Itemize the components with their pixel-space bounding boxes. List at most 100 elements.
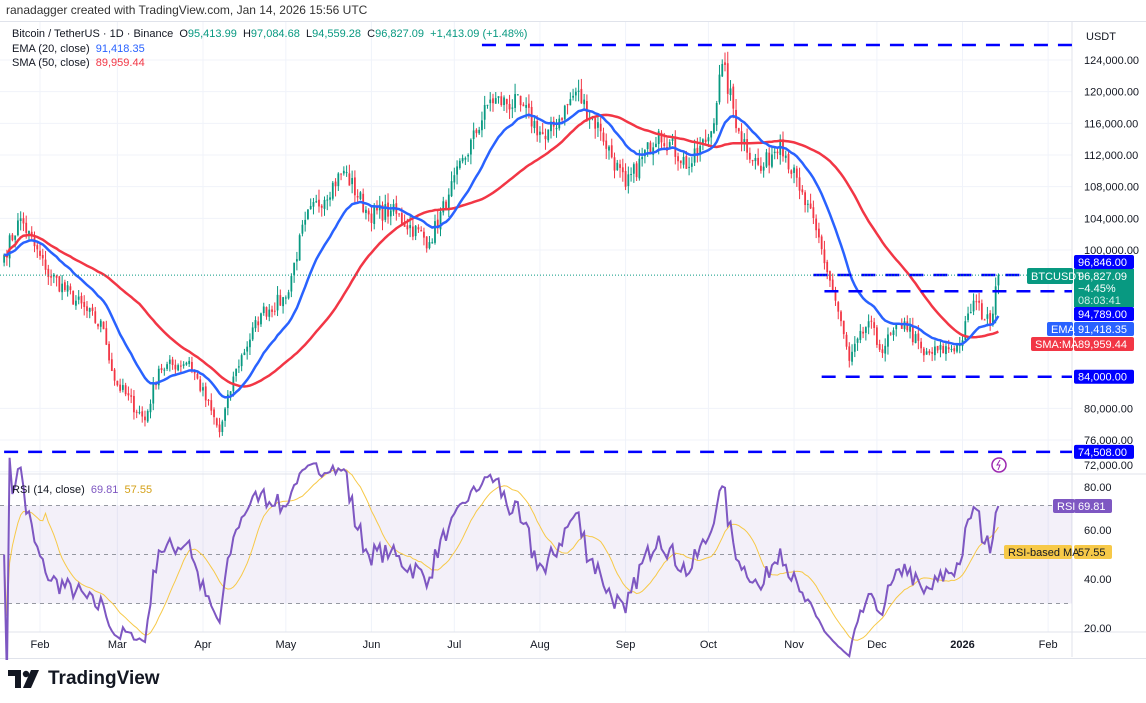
candle-body	[834, 291, 837, 301]
level-84000-label-bg	[1074, 369, 1134, 384]
candle-body	[124, 385, 127, 395]
candle-body	[655, 143, 657, 147]
candle-body	[99, 320, 102, 327]
x-tick-label: Nov	[784, 639, 804, 651]
candle-body	[88, 308, 91, 312]
candle-body	[975, 301, 978, 303]
chart-canvas[interactable]: Feb Mar Apr May Jun Jul Aug Sep Oct Nov Dec 2026 Feb…	[0, 0, 1146, 660]
tradingview-logo-icon	[8, 670, 39, 688]
ema-price-label: 91,418.35	[1078, 324, 1127, 336]
candle-body	[818, 228, 820, 238]
candle-body	[348, 173, 351, 186]
candle-body	[804, 192, 806, 206]
candle-body	[594, 118, 597, 129]
candle-body	[881, 349, 884, 354]
candle-body	[207, 399, 210, 401]
candle-body	[450, 181, 453, 197]
symbol-title[interactable]: Bitcoin / TetherUS · 1D · Binance	[12, 28, 174, 40]
candle-body	[574, 91, 577, 96]
candle-body	[707, 137, 710, 142]
candle-body	[613, 157, 616, 171]
candle-body	[185, 362, 188, 365]
candle-body	[39, 250, 41, 256]
candle-body	[312, 202, 315, 207]
candle-body	[978, 300, 981, 303]
candle-body	[674, 137, 677, 157]
candle-body	[304, 219, 307, 225]
candle-body	[710, 131, 713, 138]
candle-body	[400, 213, 403, 224]
candle-body	[249, 339, 251, 348]
candle-body	[464, 158, 467, 160]
candle-body	[353, 177, 356, 196]
candle-body	[315, 201, 318, 203]
candle-body	[892, 330, 895, 335]
candle-body	[41, 254, 44, 259]
candle-body	[887, 334, 889, 347]
rsi-line	[3, 457, 1000, 660]
candle-body	[715, 103, 718, 125]
candle-body	[610, 145, 613, 158]
candle-body	[323, 199, 326, 209]
candle-body	[619, 164, 621, 168]
rsi-legend[interactable]: RSI (14, close) 69.81 57.55	[12, 484, 152, 496]
candle-body	[704, 139, 707, 143]
candle-body	[202, 387, 204, 391]
candle-body	[989, 313, 992, 326]
candle-body	[823, 249, 826, 264]
x-tick-label: Mar	[108, 639, 127, 651]
candle-body	[271, 309, 273, 312]
candle-body	[497, 96, 500, 98]
open-label: O	[179, 28, 188, 40]
candle-body	[550, 121, 552, 132]
candle-body	[997, 275, 1000, 286]
ticker-tag: BTCUSDT	[1031, 271, 1083, 283]
sma-legend[interactable]: SMA (50, close) 89,959.44	[12, 56, 527, 71]
tradingview-logo[interactable]: TradingView	[8, 668, 160, 690]
rsi-tick-label: 40.00	[1084, 574, 1112, 586]
candle-body	[453, 175, 456, 183]
candle-body	[994, 286, 997, 315]
rsi-ma-line	[3, 469, 999, 641]
candle-body	[425, 236, 428, 249]
candle-body	[436, 219, 439, 229]
candle-body	[743, 139, 746, 143]
candle-body	[22, 218, 25, 224]
candle-body	[52, 274, 55, 277]
candle-body	[434, 221, 436, 243]
candle-body	[359, 192, 362, 200]
candle-body	[737, 128, 740, 132]
candle-body	[771, 154, 773, 167]
close-label: C	[367, 28, 376, 40]
candle-body	[458, 160, 461, 168]
ema-legend[interactable]: EMA (20, close) 91,418.35	[12, 42, 527, 57]
candle-body	[116, 380, 119, 386]
candle-body	[307, 209, 309, 219]
candle-body	[105, 328, 108, 345]
candle-body	[492, 98, 494, 104]
candle-body	[699, 145, 702, 155]
level-74508-label: 74,508.00	[1078, 447, 1127, 459]
candle-body	[301, 224, 304, 234]
candle-body	[889, 333, 892, 335]
candle-body	[525, 105, 528, 108]
candle-body	[793, 167, 795, 173]
change-value: +1,413.09 (+1.48%)	[430, 28, 528, 40]
rsi-tick-label: 60.00	[1084, 525, 1112, 537]
candle-body	[240, 355, 243, 367]
candle-body	[696, 147, 699, 156]
candle-body	[660, 132, 663, 143]
candle-body	[447, 194, 450, 211]
level-96846-label-bg	[1074, 255, 1134, 269]
candle-body	[848, 346, 851, 361]
candle-body	[511, 107, 514, 109]
candle-body	[146, 411, 149, 422]
ema-price-label-bg	[1074, 322, 1134, 336]
candle-body	[967, 313, 969, 320]
x-tick-label: Apr	[194, 639, 211, 651]
ema-legend-value: 91,418.35	[95, 42, 145, 55]
candle-body	[61, 283, 64, 293]
candle-body	[950, 348, 953, 350]
x-tick-label: Feb	[31, 639, 50, 651]
level-94789-label: 94,789.00	[1078, 309, 1127, 321]
